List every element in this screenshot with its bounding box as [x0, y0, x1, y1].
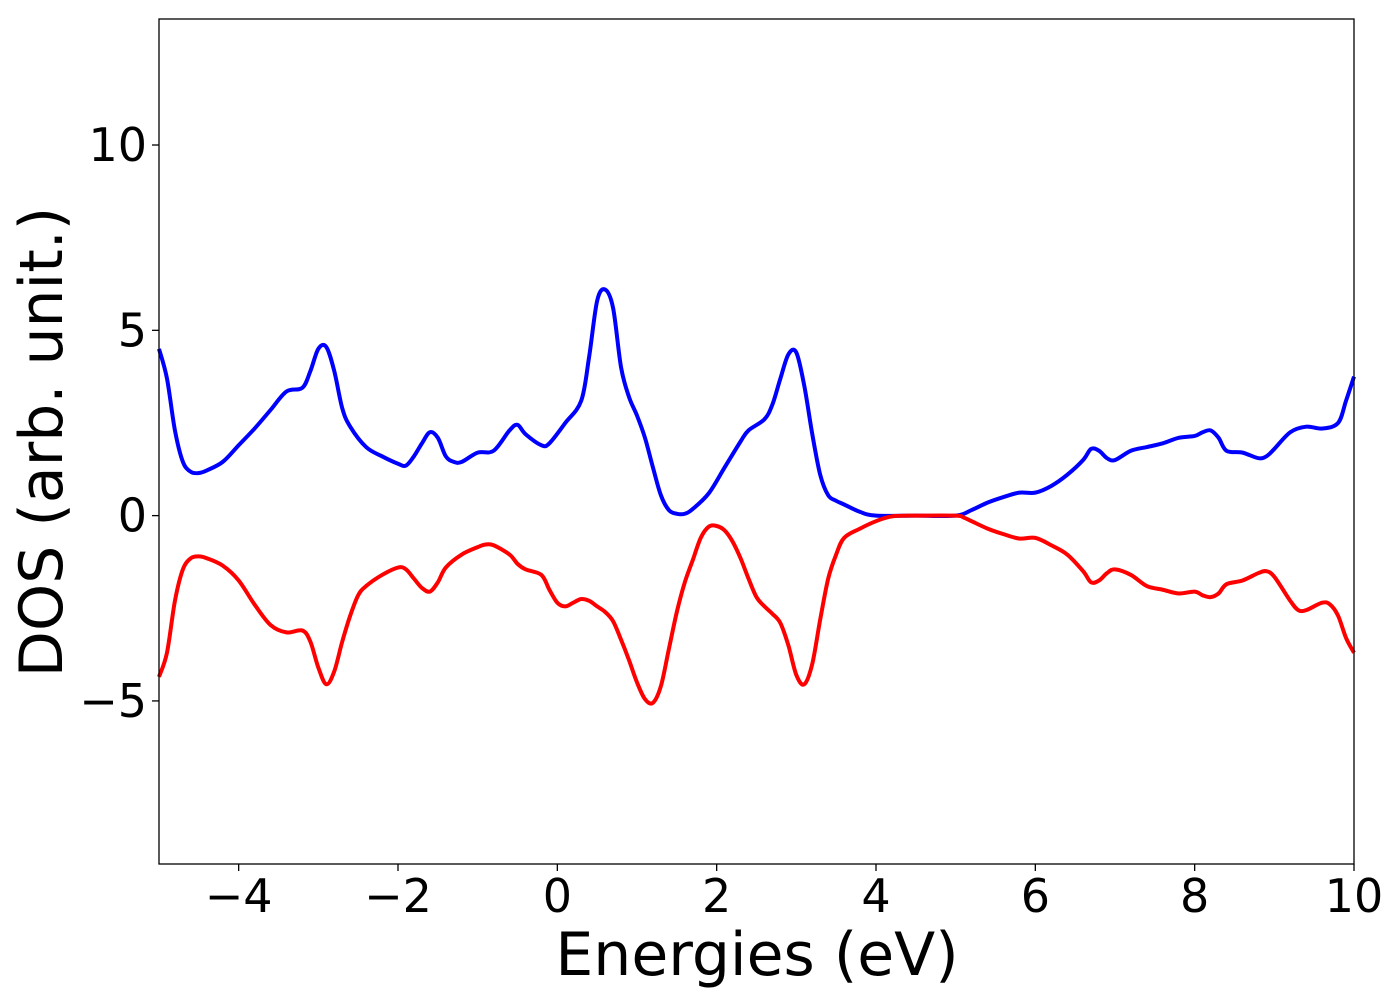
x-tick-label: 4: [861, 869, 890, 923]
plot-frame: [158, 18, 1355, 865]
x-tick-label: −2: [364, 869, 432, 923]
x-tick-label: 10: [1325, 869, 1384, 923]
x-axis-title: Energies (eV): [555, 920, 958, 990]
y-tick-label: 5: [118, 303, 147, 357]
x-tick-label: −4: [205, 869, 273, 923]
series-layer: [157, 287, 1356, 706]
x-axis: −4 −2 0 2 4 6 8 10: [205, 864, 1384, 923]
y-axis: −5 0 5 10: [79, 118, 159, 728]
y-tick-label: 10: [88, 118, 147, 172]
y-axis-title: DOS (arb. unit.): [7, 207, 77, 677]
y-tick-label: 0: [118, 489, 147, 543]
x-tick-label: 8: [1180, 869, 1209, 923]
x-tick-label: 0: [543, 869, 572, 923]
y-tick-label: −5: [79, 674, 147, 728]
x-tick-label: 6: [1021, 869, 1050, 923]
series-line-1: [157, 287, 1356, 519]
series-line-2: [157, 513, 1356, 706]
x-tick-label: 2: [702, 869, 731, 923]
